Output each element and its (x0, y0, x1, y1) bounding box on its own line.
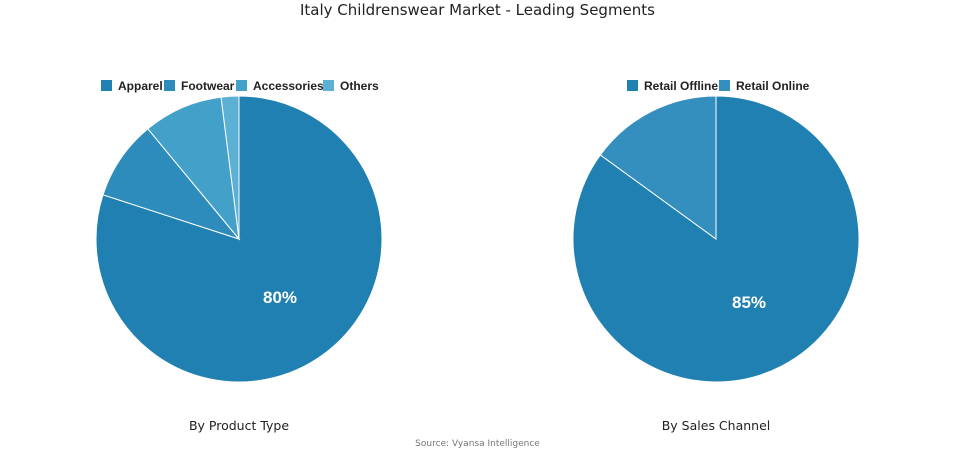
page-title: Italy Childrenswear Market - Leading Seg… (300, 1, 655, 19)
legend-label-apparel: Apparel (118, 79, 163, 93)
legend-sales-channel: Retail Offline Retail Online (627, 79, 810, 93)
chart-subtitle-sales-channel: By Sales Channel (662, 418, 771, 433)
pie-slice-accessories (147, 96, 240, 241)
chart-subtitle-product-type: By Product Type (189, 418, 289, 433)
legend-swatch-retail-online (719, 80, 730, 91)
pie-chart-sales-channel: Retail Offline Retail Online 85% By Sales… (572, 79, 860, 433)
pie-slice-retail-online (599, 95, 717, 240)
legend-swatch-retail-offline (627, 80, 638, 91)
legend-product-type: Apparel Footwear Accessories Others (101, 79, 379, 93)
legend-swatch-apparel (101, 80, 112, 91)
legend-label-accessories: Accessories (253, 79, 324, 93)
pie-slice-footwear (102, 128, 241, 241)
pie-label-sales-channel: 85% (732, 293, 766, 312)
legend-label-retail-offline: Retail Offline (644, 79, 718, 93)
legend-swatch-others (323, 80, 334, 91)
legend-label-retail-online: Retail Online (736, 79, 810, 93)
pie-slices-product-type (95, 95, 383, 383)
legend-label-footwear: Footwear (181, 79, 235, 93)
legend-swatch-footwear (164, 80, 175, 91)
pie-label-product-type: 80% (263, 288, 297, 307)
pie-slice-others (220, 95, 240, 240)
pie-slices-sales-channel (572, 95, 860, 383)
pie-slice-retail-offline (572, 95, 860, 383)
source-note: Source: Vyansa Intelligence (415, 439, 540, 449)
pie-chart-product-type: Apparel Footwear Accessories Others 80% By … (95, 79, 383, 433)
legend-label-others: Others (340, 79, 379, 93)
legend-swatch-accessories (236, 80, 247, 91)
